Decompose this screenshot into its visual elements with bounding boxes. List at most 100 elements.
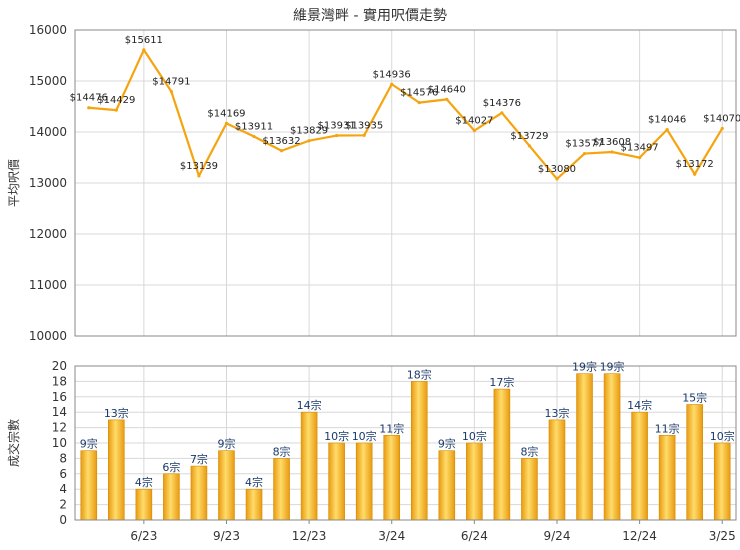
volume-data-label: 9宗 [80,437,98,451]
price-point [610,150,614,154]
price-data-label: $14169 [207,108,245,119]
line-chart-frame [74,29,737,337]
price-data-label: $14640 [428,84,466,95]
volume-data-label: 8宗 [520,444,538,458]
price-point [720,126,724,131]
price-point [252,134,256,139]
bar-chart-y-tick-label: 6 [59,467,67,481]
volume-data-label: 10宗 [462,429,487,443]
volume-bar [438,450,456,521]
volume-data-label: 4宗 [135,475,153,489]
x-axis-tick-label: 12/24 [622,529,657,543]
price-data-label: $13172 [676,159,714,170]
volume-data-label: 9宗 [438,437,456,451]
bar-chart-y-tick-label: 20 [52,359,67,373]
volume-data-label: 13宗 [104,406,129,420]
volume-bar [190,465,208,521]
volume-bar [355,442,373,521]
price-point [335,133,339,138]
line-chart-y-tick-label: 12000 [29,227,67,241]
price-data-label: $13608 [593,137,631,148]
line-chart-y-tick-label: 10000 [29,329,67,343]
volume-bar [245,488,263,521]
volume-bar [300,411,318,521]
price-point [87,106,91,110]
price-data-label: $14027 [455,116,493,127]
price-point [169,90,173,94]
x-axis-tick-label: 3/24 [378,529,405,543]
line-chart-y-tick-label: 14000 [29,125,67,139]
price-data-label: $13139 [180,161,218,172]
bar-chart-y-tick-label: 18 [52,374,67,388]
bar-chart-frame [74,365,737,521]
volume-data-label: 9宗 [217,437,235,451]
bar-chart-y-tick-label: 14 [52,405,67,419]
volume-data-label: 10宗 [710,429,735,443]
x-axis-tick-label: 9/24 [544,529,571,543]
price-point [527,144,532,148]
volume-data-label: 7宗 [190,452,208,466]
price-point [555,177,559,181]
price-point [197,174,201,178]
price-data-label: $15611 [125,35,163,46]
price-data-label: $13935 [345,120,383,131]
price-data-label: $13497 [621,143,659,154]
x-axis-tick-label: 12/23 [292,529,327,543]
volume-data-label: 17宗 [489,375,514,389]
bar-chart-y-axis-label: 成交宗數 [6,419,21,467]
volume-bar [576,373,593,521]
line-chart-y-tick-label: 13000 [29,176,67,190]
volume-data-label: 13宗 [544,406,569,420]
line-chart-y-tick-label: 16000 [29,23,67,37]
price-data-label: $14936 [373,69,411,80]
price-point [279,149,284,153]
price-data-labels: $14476$14429 $15611 $14791 $13139 $14169 $139… [70,35,740,175]
volume-data-label: 15宗 [682,391,707,405]
bar-chart-y-tick-label: 2 [59,498,67,512]
price-data-label: $13577 [565,139,603,150]
x-axis-tick-label: 6/23 [130,529,157,543]
bar-chart-y-tick-label: 16 [52,390,67,404]
volume-bar [108,419,125,521]
price-point [307,139,311,143]
x-axis-tick-label: 6/24 [461,529,488,543]
volume-data-label: 10宗 [324,429,349,443]
price-point [142,48,146,52]
price-point [362,133,366,137]
volume-bar [218,450,235,521]
price-data-label: $13931 [318,121,356,132]
line-chart-y-ticks: 10000 11000 12000 13000 14000 15000 16000 [29,23,67,343]
line-chart-grid [75,29,736,337]
volume-bar [631,411,648,521]
volume-data-label: 11宗 [655,421,680,435]
x-axis-tick-label: 9/23 [213,529,240,543]
line-chart-y-tick-label: 11000 [29,278,67,292]
price-point [693,172,697,176]
volume-data-label: 11宗 [379,421,404,435]
bar-chart-y-tick-label: 10 [52,436,67,450]
volume-bar [466,442,483,521]
bar-chart-y-tick-label: 8 [59,451,67,465]
volume-data-label: 14宗 [627,398,652,412]
volume-bar [493,388,511,521]
volume-data-label: 19宗 [600,360,625,374]
volume-bar [163,473,180,521]
volume-bar [328,442,345,521]
volume-data-label: 8宗 [273,444,291,458]
volume-bar [273,458,290,521]
price-point [390,82,394,86]
price-data-label: $14576 [400,88,438,99]
price-data-label: $13729 [510,131,548,142]
price-series [87,48,724,181]
price-data-label: $14429 [97,95,135,106]
price-point [665,128,669,132]
volume-bar [658,434,676,521]
price-data-label: $14046 [648,115,686,126]
volume-data-label: 4宗 [245,475,263,489]
price-point [445,97,449,101]
price-data-label: $13080 [538,164,576,175]
line-chart-y-axis-label: 平均呎價 [7,159,21,207]
x-axis-tick-labels: 6/23 9/23 12/23 3/24 6/24 9/24 12/24 3/25 [130,520,736,543]
